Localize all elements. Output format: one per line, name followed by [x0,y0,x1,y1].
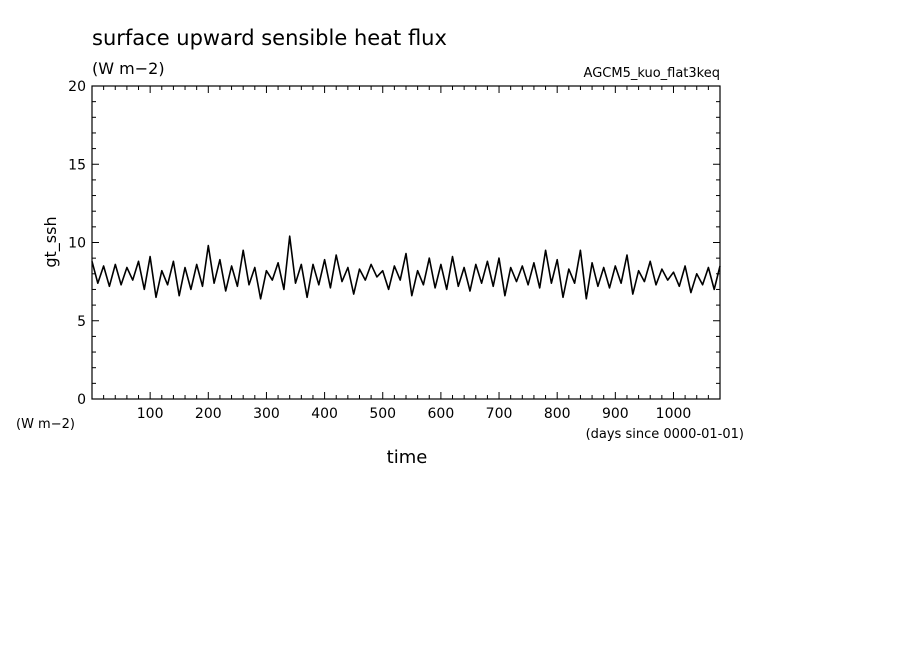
x-tick-label: 200 [195,406,222,422]
x-tick-label: 500 [369,406,396,422]
chart-title: surface upward sensible heat flux [92,26,447,50]
y-axis: 0 5 10 15 20 [68,79,720,408]
run-label: AGCM5_kuo_flat3keq [584,66,720,81]
x-axis-units: (days since 0000-01-01) [586,427,744,442]
x-tick-label: 1000 [656,406,692,422]
y-tick-label: 5 [77,314,86,330]
x-tick-label: 800 [544,406,571,422]
x-tick-label: 100 [137,406,164,422]
plot-frame [91,85,721,400]
x-tick-label: 400 [311,406,338,422]
y-tick-label: 10 [68,236,86,252]
y-axis-label: gt_ssh [41,216,61,267]
y-tick-label: 0 [77,392,86,408]
x-tick-label: 700 [486,406,513,422]
plot-area: 0 5 10 15 20 100 200 300 400 500 600 700 800 900 1000 [68,79,721,422]
title-units: (W m−2) [92,59,165,78]
series-line [91,235,721,300]
x-axis: 100 200 300 400 500 600 700 800 900 1000 [103,86,709,422]
y-axis-units: (W m−2) [16,417,75,432]
y-tick-label: 20 [68,79,86,95]
x-tick-label: 600 [428,406,455,422]
y-tick-label: 15 [68,157,86,173]
x-axis-label: time [387,447,428,468]
x-tick-label: 300 [253,406,280,422]
x-tick-label: 900 [602,406,629,422]
